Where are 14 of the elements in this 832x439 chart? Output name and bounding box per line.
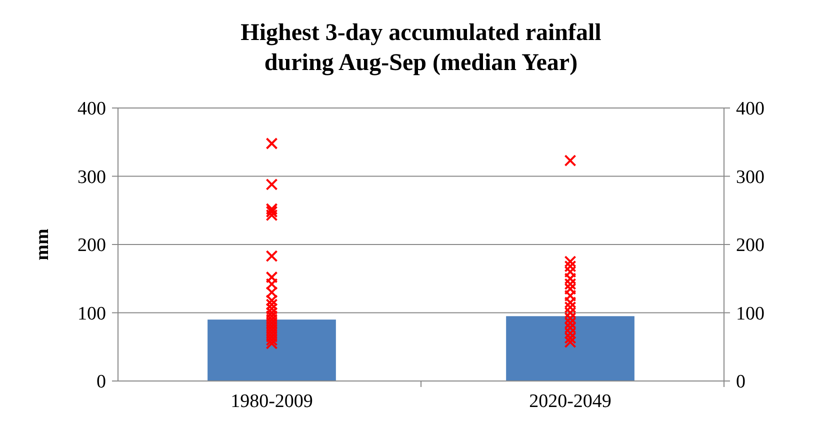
y2-tick-label: 200 (736, 235, 764, 256)
y2-tick-label: 400 (736, 98, 764, 120)
y2-tick-label: 300 (736, 166, 764, 188)
y-axis-title: mm (32, 228, 53, 260)
y-tick-label: 300 (78, 166, 106, 188)
y2-tick-label: 0 (736, 372, 746, 393)
x-tick-label: 1980-2009 (230, 391, 313, 412)
x-tick-label: 2020-2049 (529, 391, 612, 412)
y-tick-label: 0 (96, 372, 106, 393)
y-tick-label: 400 (78, 98, 106, 120)
y2-tick-label: 100 (736, 303, 764, 324)
y-tick-label: 200 (78, 235, 106, 256)
chart-title: Highest 3-day accumulated rainfall during Aug-Sep (median Year) (240, 20, 602, 76)
y-tick-label: 100 (78, 303, 106, 324)
